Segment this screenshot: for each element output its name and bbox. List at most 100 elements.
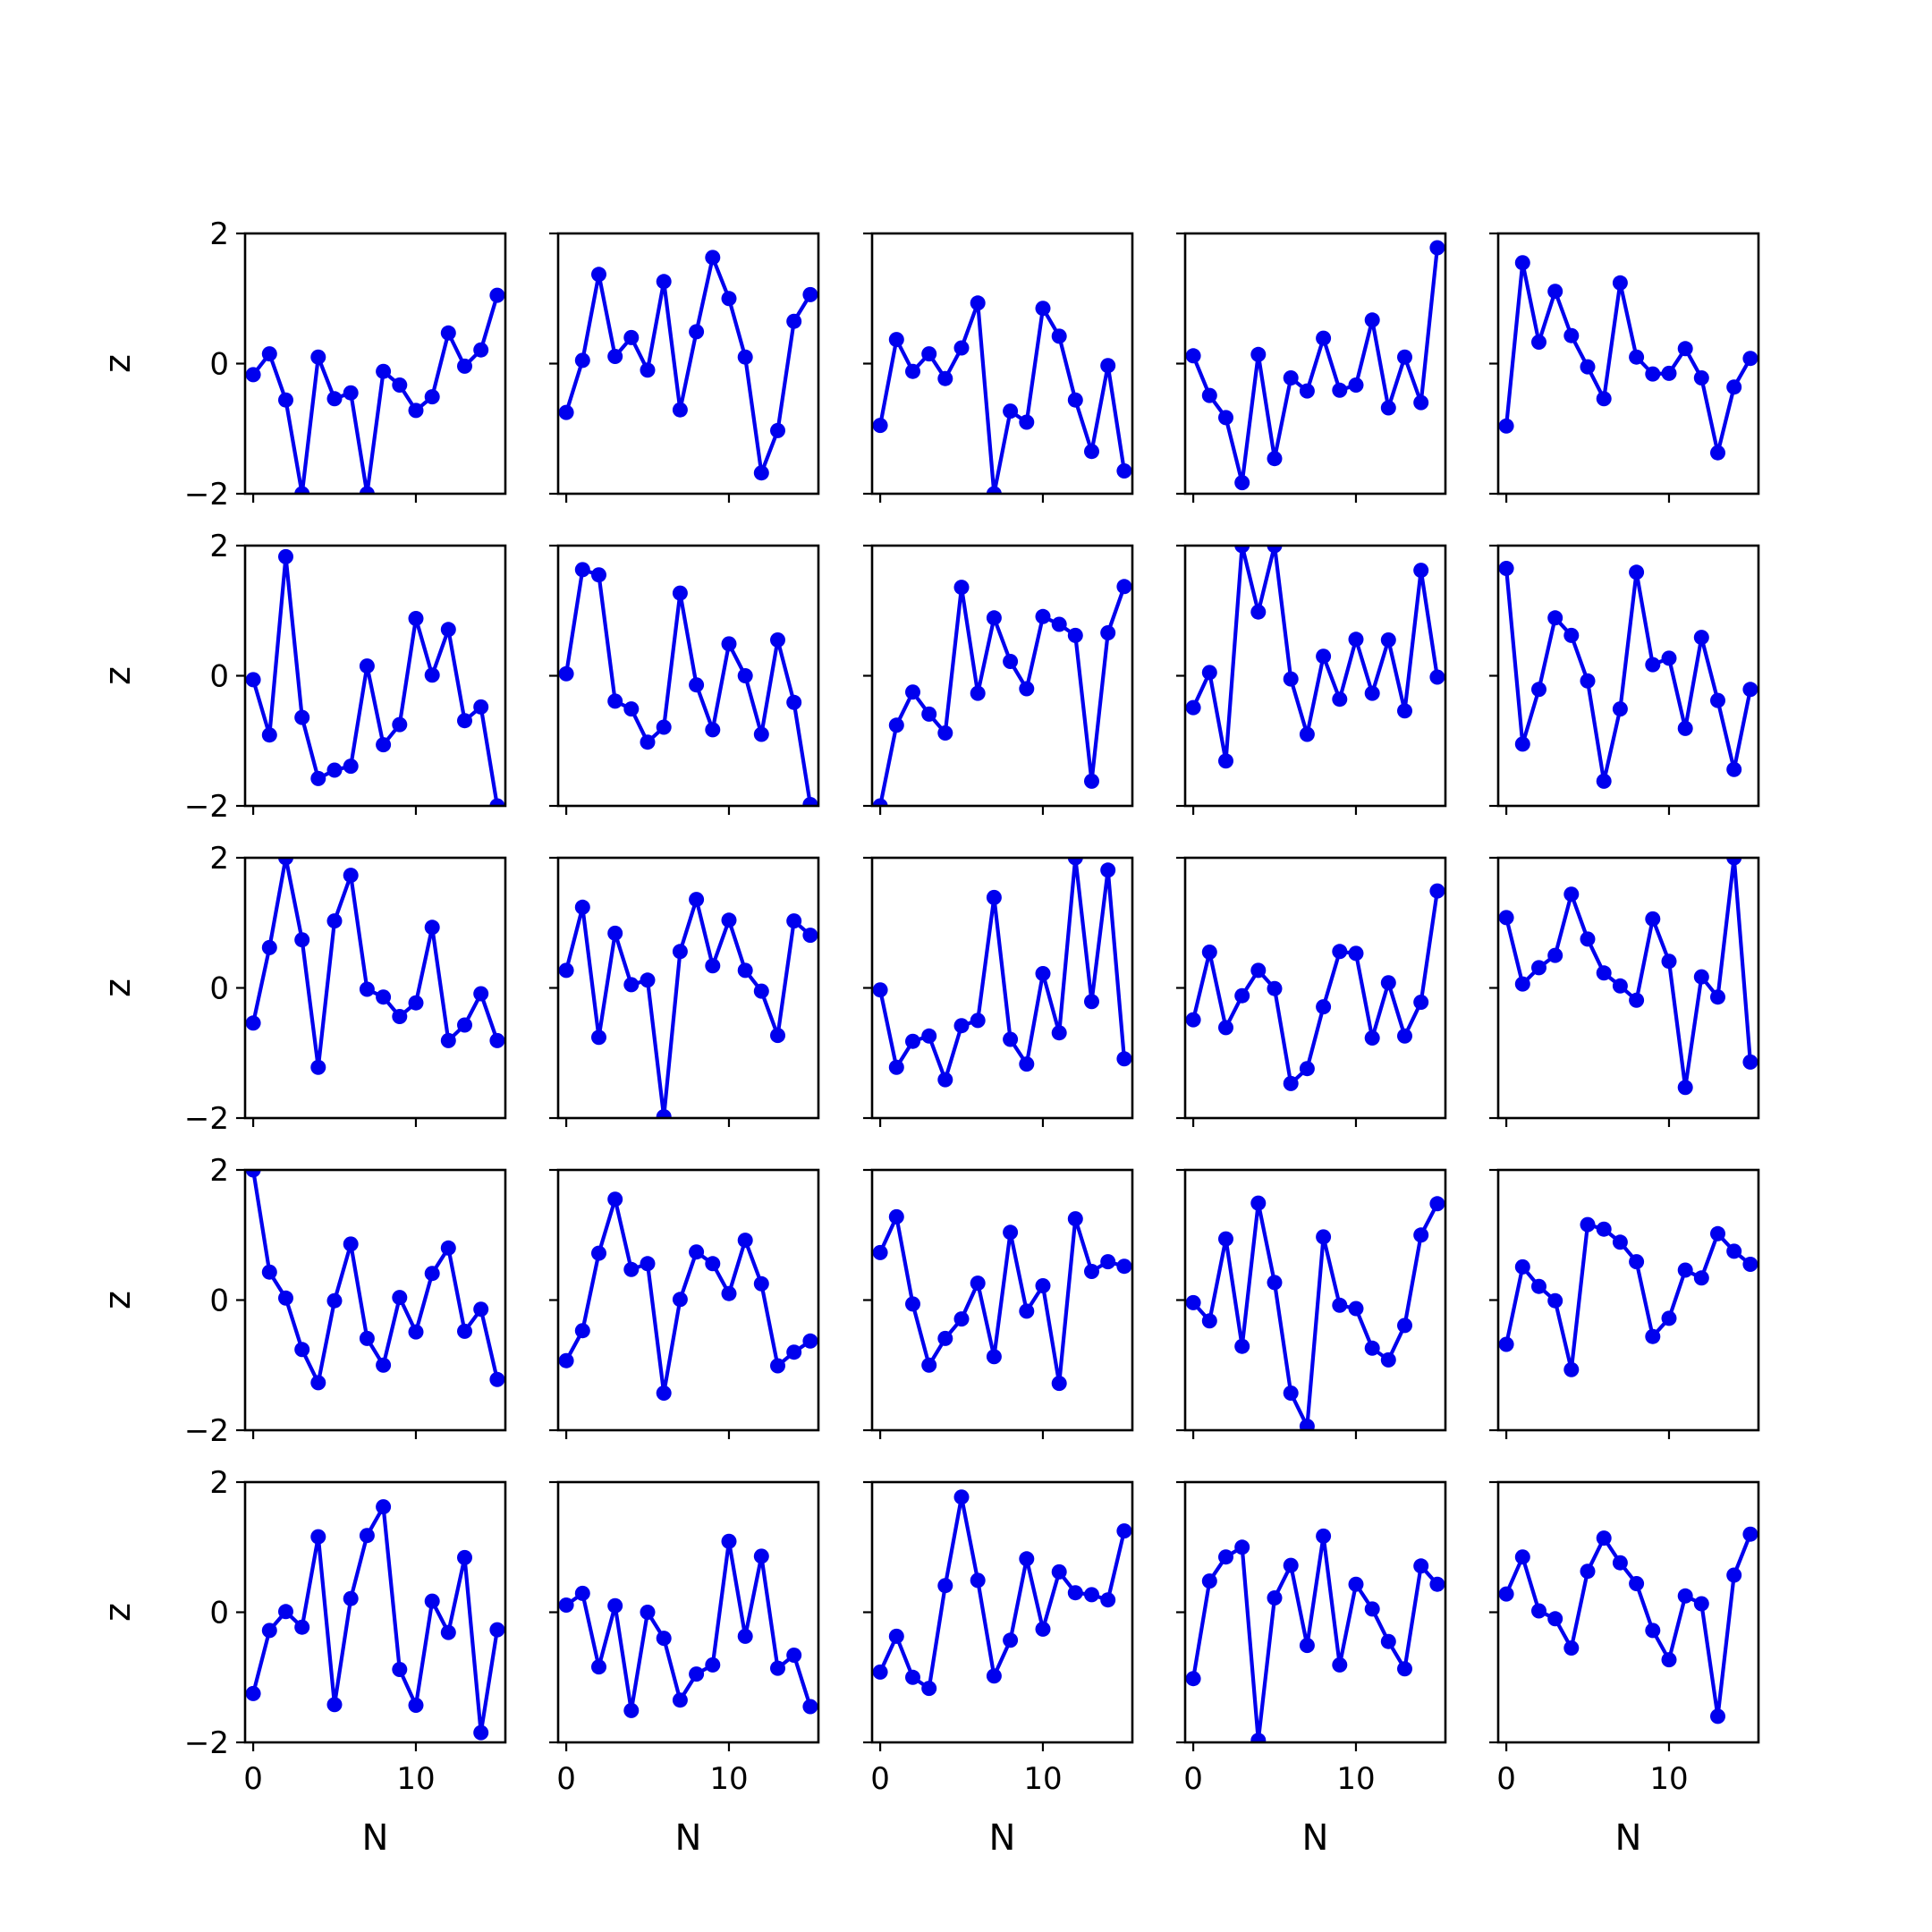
- data-point: [1299, 1419, 1315, 1430]
- data-point: [786, 1344, 802, 1360]
- data-point: [607, 1597, 623, 1614]
- data-point: [656, 1109, 672, 1118]
- data-point: [1677, 1588, 1693, 1604]
- panel-4-2: [549, 1168, 820, 1439]
- data-point: [1742, 1526, 1758, 1542]
- data-point: [457, 713, 472, 729]
- panel-4-4: [1176, 1168, 1447, 1439]
- x-tick-label: 10: [1649, 1761, 1688, 1797]
- data-point: [737, 1233, 753, 1249]
- data-point: [1035, 966, 1051, 981]
- series: [245, 1499, 505, 1741]
- data-point: [1612, 275, 1628, 291]
- data-point: [591, 267, 606, 283]
- data-point: [294, 709, 310, 725]
- data-point: [245, 367, 261, 383]
- data-point: [489, 287, 505, 303]
- data-point: [473, 1301, 489, 1318]
- data-point: [1035, 1621, 1051, 1637]
- data-point: [1629, 992, 1645, 1008]
- data-point: [1348, 945, 1364, 962]
- data-point: [1742, 682, 1758, 698]
- data-point: [310, 349, 326, 365]
- data-point: [656, 719, 672, 735]
- data-point: [802, 928, 818, 944]
- data-point: [343, 868, 359, 884]
- data-point: [672, 1292, 688, 1308]
- data-point: [574, 1585, 590, 1601]
- data-point: [1629, 1576, 1645, 1591]
- data-point: [1710, 1225, 1725, 1241]
- data-point: [1726, 1243, 1742, 1259]
- series-line: [1504, 1222, 1752, 1372]
- data-point: [672, 402, 688, 418]
- data-point: [1234, 1338, 1250, 1354]
- x-tick-label: 0: [556, 1761, 576, 1797]
- data-point: [1380, 1633, 1396, 1649]
- series-line: [878, 1215, 1125, 1385]
- data-point: [1397, 703, 1412, 719]
- data-point: [872, 1664, 888, 1680]
- data-point: [1726, 379, 1742, 395]
- data-point: [970, 295, 986, 311]
- panel-4-3: [863, 1168, 1134, 1439]
- data-point: [473, 1724, 489, 1741]
- data-point: [1283, 1385, 1299, 1401]
- series-line: [878, 1495, 1126, 1690]
- data-point: [1514, 1549, 1530, 1565]
- data-point: [310, 1529, 326, 1545]
- data-point: [489, 798, 505, 806]
- data-point: [278, 392, 293, 408]
- x-tick-label: 10: [709, 1761, 748, 1797]
- data-point: [1218, 410, 1233, 426]
- data-point: [937, 1072, 953, 1088]
- data-point: [953, 1311, 970, 1327]
- data-point: [392, 377, 408, 393]
- data-point: [1348, 377, 1364, 393]
- series-line: [564, 1539, 812, 1713]
- data-point: [1100, 358, 1116, 374]
- data-point: [1514, 736, 1530, 752]
- data-point: [1332, 691, 1348, 708]
- series: [1185, 546, 1445, 769]
- y-tick-label: 0: [209, 1284, 229, 1319]
- data-point: [737, 1628, 753, 1644]
- data-point: [1201, 945, 1217, 960]
- x-tick-label: 0: [1183, 1761, 1203, 1797]
- data-point: [937, 725, 953, 741]
- data-point: [1629, 1254, 1645, 1270]
- data-point: [1201, 1313, 1217, 1329]
- data-point: [1332, 382, 1348, 398]
- y-axis-label: z: [97, 979, 139, 997]
- series-line: [251, 294, 499, 494]
- series: [872, 1208, 1132, 1392]
- data-point: [574, 1323, 590, 1339]
- data-point: [1547, 1611, 1563, 1627]
- data-point: [489, 1622, 505, 1638]
- y-tick-label: 2: [209, 1153, 229, 1189]
- data-point: [640, 734, 656, 750]
- data-point: [408, 1698, 424, 1713]
- data-point: [656, 1385, 672, 1401]
- panel-5-2: 0 10N: [549, 1480, 820, 1859]
- data-point: [1380, 975, 1396, 991]
- y-tick-label: −2: [184, 1413, 229, 1449]
- panel-3-1: −2 0 2 z: [97, 841, 507, 1137]
- data-point: [359, 1528, 375, 1544]
- data-point: [1100, 862, 1116, 878]
- data-point: [1201, 665, 1217, 681]
- data-point: [1693, 969, 1709, 985]
- data-point: [770, 1358, 785, 1374]
- data-point: [1250, 962, 1267, 979]
- data-point: [440, 1032, 456, 1048]
- data-point: [1596, 1221, 1612, 1237]
- data-point: [802, 286, 818, 302]
- y-tick-label: 2: [209, 1465, 229, 1501]
- series: [872, 295, 1132, 494]
- data-point: [1531, 1278, 1546, 1294]
- data-point: [786, 313, 802, 329]
- data-point: [1498, 910, 1514, 926]
- data-point: [294, 486, 310, 494]
- data-point: [310, 1059, 326, 1075]
- data-point: [986, 486, 1002, 494]
